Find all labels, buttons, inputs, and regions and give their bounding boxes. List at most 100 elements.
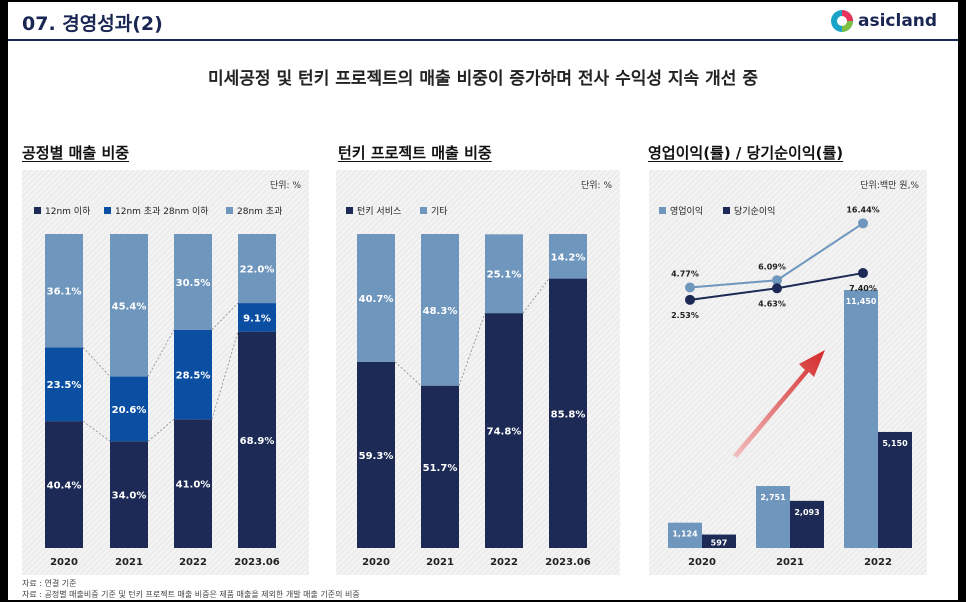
connector-line (82, 420, 111, 442)
x-tick-label: 2020 (688, 557, 716, 568)
section-title-process: 공정별 매출 비중 (22, 144, 130, 162)
legend-item: 기타 (420, 204, 448, 217)
bar-segment (110, 376, 148, 442)
x-tick-label: 2020 (362, 557, 390, 568)
margin-point (685, 282, 695, 293)
headline: 미세공정 및 턴키 프로젝트의 매출 비중이 증가하며 전사 수익성 지속 개선… (208, 69, 758, 89)
bar-segment (357, 234, 395, 362)
margin-point (858, 218, 868, 229)
unit-label: 단위: % (580, 181, 612, 191)
logo: asicland (830, 8, 937, 34)
legend-label: 28nm 초과 (237, 207, 283, 217)
data-label: 23.5% (47, 380, 82, 391)
x-tick-label: 2023.06 (545, 557, 591, 568)
slide: 07. 경영성과(2) asicland 미세공정 및 턴키 프로젝트의 매출 … (8, 2, 958, 600)
data-label: 45.4% (112, 301, 147, 312)
margin-label: 7.40% (849, 284, 877, 293)
data-label: 85.8% (551, 409, 586, 420)
bar-segment (549, 234, 587, 279)
x-tick-label: 2021 (426, 557, 454, 568)
unit-label: 단위: % (269, 181, 301, 191)
chart-panel-turnkey: 단위: % 턴키 서비스 기타 59.3% 40.7% 2020 51.7% 48.3%… (336, 170, 620, 575)
bar-segment (421, 385, 459, 548)
connector-line (394, 361, 422, 386)
data-label: 40.7% (359, 294, 394, 305)
bar-segment (238, 331, 276, 548)
legend-item: 12nm 이하 (34, 204, 90, 217)
legend-label: 영업이익 (670, 207, 704, 217)
asicland-logo-icon (831, 10, 853, 32)
connector-line (147, 418, 175, 442)
turnkey-stacked-bar-chart: 59.3% 40.7% 2020 51.7% 48.3% 2021 74.8% 25.1% 20… (357, 234, 591, 568)
profit-bar-line-chart: 1,124 597 2020 2,751 2,093 2021 11,450 5,150 202… (668, 205, 912, 568)
legend-label: 12nm 이하 (45, 207, 91, 217)
page-title: 07. 경영성과(2) (22, 13, 163, 35)
data-label: 11,450 (846, 297, 877, 306)
data-label: 25.1% (487, 270, 522, 281)
connector-line (147, 329, 175, 377)
data-label: 34.0% (112, 491, 147, 502)
header-rule (8, 39, 958, 41)
legend-label: 당기순이익 (734, 207, 776, 217)
legend-label: 12nm 초과 28nm 이하 (115, 207, 209, 217)
margin-point (772, 275, 782, 286)
x-tick-label: 2022 (179, 557, 207, 568)
data-label: 48.3% (423, 306, 458, 317)
unit-label: 단위:백만 원,% (860, 181, 919, 191)
bar-segment (485, 313, 523, 548)
legend-item: 영업이익 (659, 204, 703, 217)
x-tick-label: 2023.06 (234, 557, 280, 568)
legend-item: 턴키 서비스 (346, 204, 401, 217)
chart-panel-profit: 단위:백만 원,% 영업이익 당기순이익 1,124 597 2020 2,751 2,… (649, 170, 927, 575)
margin-point (858, 268, 868, 279)
margin-label: 2.53% (671, 311, 699, 320)
margin-label: 4.77% (671, 270, 699, 279)
data-label: 59.3% (359, 451, 394, 462)
data-label: 68.9% (240, 436, 275, 447)
margin-label: 16.44% (846, 205, 879, 214)
bar (844, 290, 878, 548)
connector-line (211, 302, 239, 331)
x-tick-label: 2022 (490, 557, 518, 568)
data-label: 41.0% (176, 480, 211, 491)
bar (668, 522, 702, 548)
legend-item: 당기순이익 (723, 204, 775, 217)
x-tick-label: 2021 (776, 557, 804, 568)
bar (756, 486, 790, 548)
x-tick-label: 2021 (115, 557, 143, 568)
bar-segment (485, 234, 523, 314)
data-label: 20.6% (112, 405, 147, 416)
margin-label: 4.63% (758, 299, 786, 308)
connector-line (211, 331, 239, 420)
footnote-2: 자료 : 공정별 매출비중 기준 및 턴키 프로젝트 매출 비중은 제품 매출을… (22, 590, 360, 599)
data-label: 74.8% (487, 427, 522, 438)
margin-point (685, 294, 695, 305)
legend-label: 턴키 서비스 (357, 207, 402, 217)
chart-panel-process: 단위: % 12nm 이하 12nm 초과 28nm 이하 28nm 초과 40… (22, 170, 309, 575)
logo-text: asicland (858, 11, 938, 31)
growth-arrow-icon (733, 350, 825, 458)
legend-item: 12nm 초과 28nm 이하 (104, 204, 209, 217)
bar-segment (421, 234, 459, 386)
bar-segment (357, 361, 395, 548)
x-tick-label: 2020 (50, 557, 78, 568)
connector-line (522, 278, 550, 314)
margin-label: 6.09% (758, 262, 786, 271)
margin-point (772, 283, 782, 294)
bar-segment (174, 329, 212, 420)
data-label: 2,093 (794, 508, 819, 517)
section-title-profit: 영업이익(률) / 당기순이익(률) (648, 144, 844, 162)
bar-segment (174, 419, 212, 548)
data-label: 9.1% (243, 313, 271, 324)
bar (790, 500, 824, 548)
bar-segment (549, 278, 587, 548)
data-label: 5,150 (882, 439, 908, 448)
data-label: 22.0% (240, 265, 275, 276)
connector-line (82, 347, 111, 377)
data-label: 2,751 (760, 493, 786, 502)
bar-segment (174, 234, 212, 330)
process-stacked-bar-chart: 40.4% 23.5% 36.1% 2020 34.0% 20.6% 45.4% 2021 41… (45, 234, 280, 568)
bar-segment (45, 421, 83, 548)
data-label: 51.7% (423, 463, 458, 474)
bar (702, 534, 736, 548)
